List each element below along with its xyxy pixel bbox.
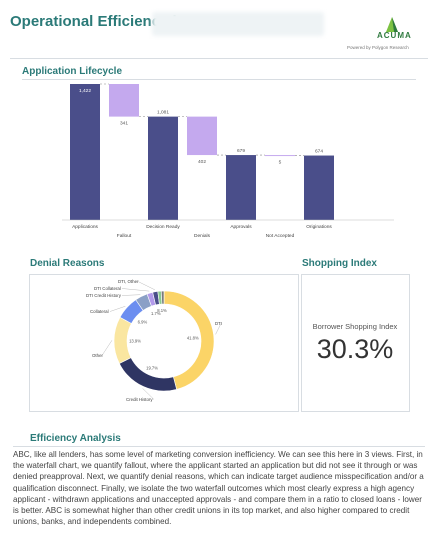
waterfall-category-label: Not Accepted	[266, 233, 295, 239]
waterfall-category-label: Originations	[306, 224, 332, 230]
page-title: Operational Efficiency in	[10, 13, 186, 30]
waterfall-value-label: 402	[198, 159, 206, 165]
shopping-section-title: Shopping Index	[302, 258, 377, 269]
waterfall-bar	[265, 155, 295, 157]
waterfall-category-label: Applications	[72, 224, 98, 230]
waterfall-value-label: 1,422	[79, 88, 91, 94]
donut-value-label: 6.9%	[138, 320, 148, 325]
report-header: Operational Efficiency in ACUMA Powered …	[0, 0, 438, 52]
donut-small-label: 8.1%	[157, 308, 167, 313]
analysis-section-title: Efficiency Analysis	[30, 433, 121, 444]
waterfall-value-label: 1,081	[157, 110, 169, 116]
donut-callout-label: Credit History	[126, 397, 153, 402]
donut-callout-label: Collateral	[90, 309, 109, 314]
donut-callout-label: Other	[92, 353, 104, 358]
waterfall-bar	[70, 84, 100, 220]
donut-callout-label: DTI	[215, 321, 222, 326]
waterfall-category-label: Fallout	[117, 233, 132, 239]
donut-callout-line	[215, 323, 222, 335]
waterfall-bar	[109, 84, 139, 117]
logo-text: ACUMA	[377, 31, 412, 40]
waterfall-category-label: Denials	[194, 233, 211, 239]
waterfall-value-label: 674	[315, 149, 323, 155]
shopping-index-value: 30.3%	[316, 334, 394, 364]
analysis-text: ABC, like all lenders, has some level of…	[13, 450, 424, 527]
waterfall-bar	[226, 155, 256, 220]
logo-subtitle: Powered by Polygon Research	[347, 45, 409, 50]
donut-callout-line	[121, 294, 141, 296]
donut-value-label: 19.7%	[146, 365, 158, 370]
waterfall-bar	[148, 116, 178, 220]
waterfall-category-label: Decision Ready	[146, 224, 180, 230]
denial-section-title: Denial Reasons	[30, 258, 105, 269]
donut-value-label: 41.8%	[187, 335, 199, 340]
waterfall-value-label: 5	[279, 160, 282, 166]
donut-callout-line	[121, 288, 150, 292]
divider	[22, 79, 416, 80]
acuma-logo-icon	[386, 17, 398, 32]
donut-callout-line	[101, 340, 113, 356]
donut-callout-line	[142, 388, 155, 400]
redacted-name	[152, 12, 324, 36]
waterfall-bar	[304, 155, 334, 220]
shopping-panel	[301, 274, 410, 412]
divider	[10, 58, 428, 59]
donut-callout-label: DTI Credit History	[86, 293, 122, 298]
waterfall-section-title: Application Lifecycle	[22, 66, 123, 77]
donut-value-label: 1.7%	[151, 311, 161, 316]
donut-slice	[118, 357, 178, 392]
denial-donut-chart: 41.8% DTI 19.7% Credit History 13.9% Other 6.9…	[86, 279, 222, 402]
donut-callout-line	[109, 306, 126, 312]
waterfall-bar	[187, 116, 217, 156]
donut-value-label: 13.9%	[129, 339, 141, 344]
donut-callout-label: DTI Collateral	[94, 286, 121, 291]
shopping-index-label: Borrower Shopping Index	[312, 322, 398, 331]
divider	[13, 446, 425, 447]
waterfall-category-label: Approvals	[230, 224, 252, 230]
waterfall-value-label: 679	[237, 148, 245, 154]
waterfall-chart: 1,422 Applications 341 Fallout 1,081 Decision…	[62, 83, 394, 239]
waterfall-value-label: 341	[120, 121, 128, 127]
donut-slice	[160, 290, 165, 305]
donut-callout-label: DTI, Other	[118, 279, 139, 284]
donut-callout-line	[137, 281, 155, 290]
